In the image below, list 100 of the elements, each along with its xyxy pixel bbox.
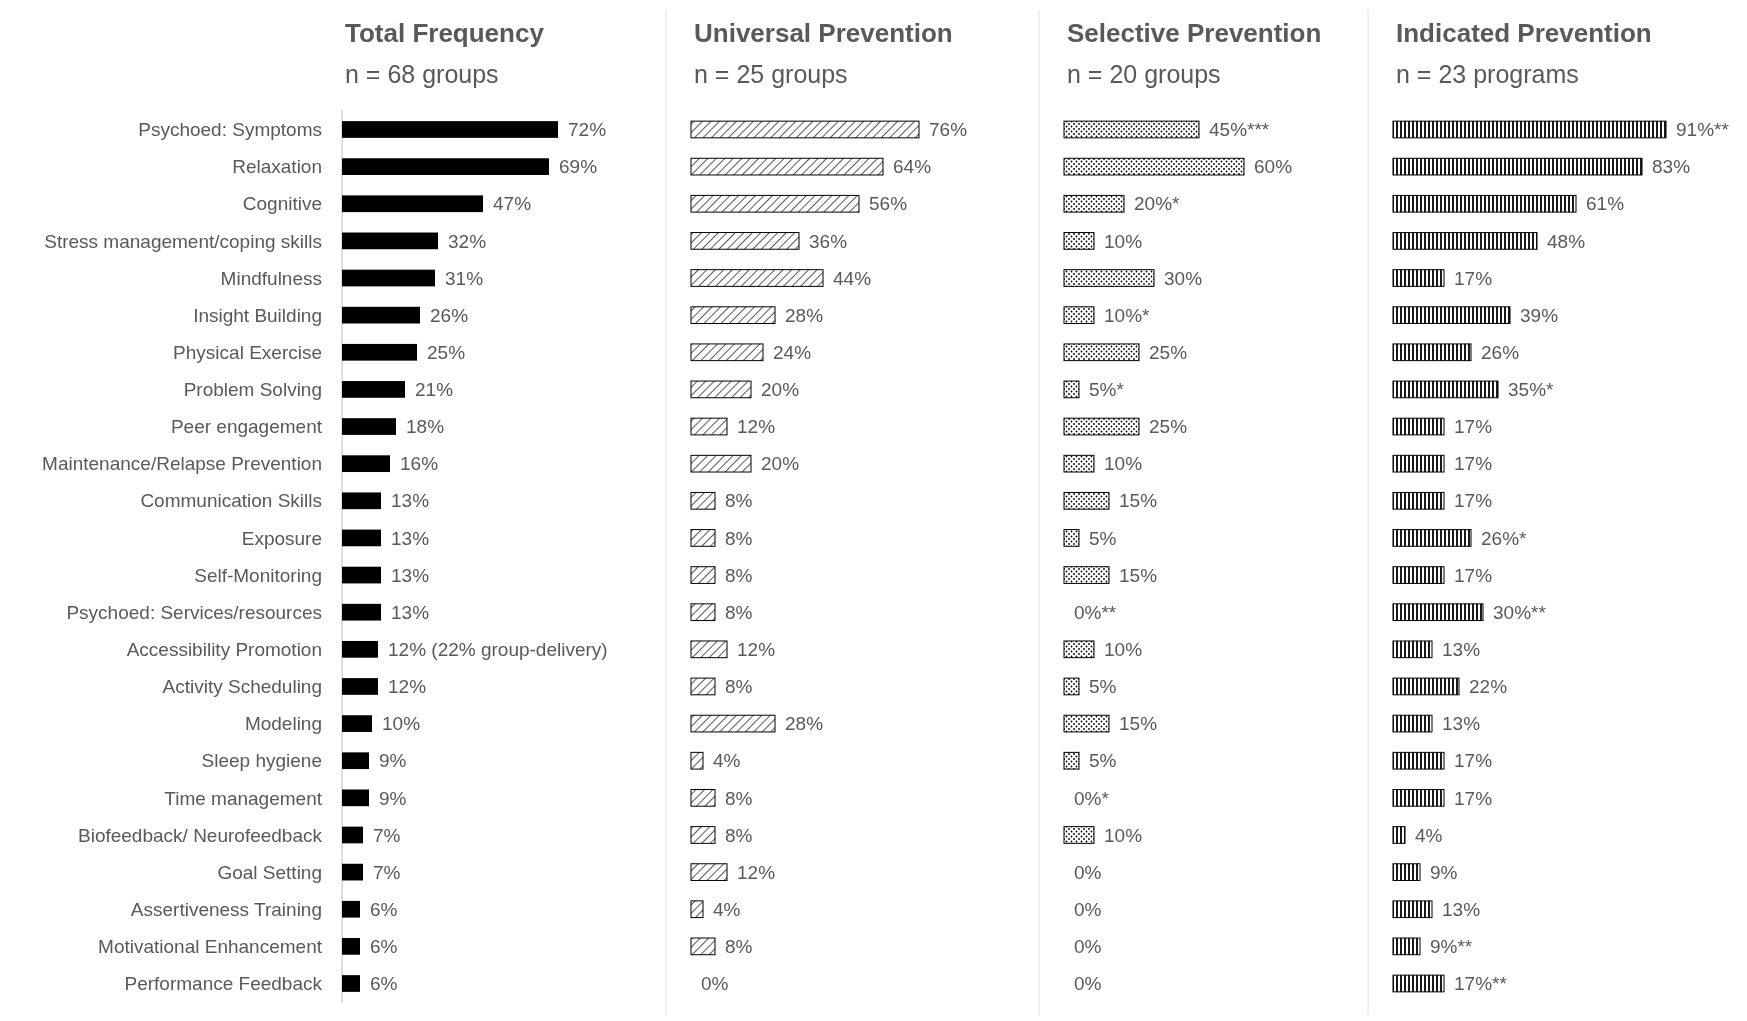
data-label: 56% bbox=[869, 193, 908, 215]
y-tick-label: Time management bbox=[164, 787, 323, 809]
data-label: 28% bbox=[785, 713, 824, 735]
data-label: 48% bbox=[1547, 230, 1586, 252]
bar bbox=[690, 120, 920, 139]
data-label: 60% bbox=[1254, 156, 1293, 178]
data-label: 8% bbox=[725, 490, 753, 512]
data-label: 31% bbox=[445, 267, 484, 289]
data-label: 9% bbox=[1430, 861, 1458, 883]
y-tick-label: Psychoed: Services/resources bbox=[66, 601, 322, 623]
bar bbox=[1392, 900, 1433, 919]
bar bbox=[1392, 863, 1421, 881]
data-label: 25% bbox=[1149, 341, 1188, 363]
data-label: 5% bbox=[1089, 750, 1117, 772]
bar bbox=[1063, 640, 1095, 659]
bar bbox=[342, 121, 558, 138]
data-label: 16% bbox=[400, 453, 439, 475]
data-label: 83% bbox=[1652, 156, 1691, 178]
data-label: 8% bbox=[725, 601, 753, 623]
bar bbox=[342, 752, 369, 770]
data-label: 8% bbox=[725, 676, 753, 698]
data-label: 17% bbox=[1454, 787, 1493, 809]
data-label: 91%** bbox=[1676, 119, 1730, 141]
chart-title: Selective Prevention bbox=[1067, 18, 1322, 48]
data-label: 6% bbox=[370, 898, 398, 920]
bar bbox=[690, 491, 716, 510]
bar bbox=[690, 529, 716, 547]
bar bbox=[342, 455, 390, 473]
y-tick-label: Problem Solving bbox=[183, 379, 322, 401]
data-label: 12% bbox=[388, 676, 427, 698]
bar bbox=[1063, 269, 1155, 287]
bar bbox=[1392, 826, 1406, 844]
bar bbox=[1063, 677, 1080, 696]
data-label: 13% bbox=[391, 527, 430, 549]
y-tick-label: Self-Monitoring bbox=[194, 564, 322, 586]
y-tick-label: Relaxation bbox=[232, 156, 322, 178]
y-tick-label: Accessibility Promotion bbox=[126, 638, 322, 660]
data-label: 9% bbox=[379, 787, 407, 809]
data-label: 13% bbox=[1442, 898, 1481, 920]
bar bbox=[1392, 157, 1643, 176]
bar bbox=[342, 789, 369, 807]
data-label: 45%*** bbox=[1209, 119, 1270, 141]
data-label: 7% bbox=[373, 824, 401, 846]
bar bbox=[342, 863, 363, 881]
bar bbox=[1392, 566, 1445, 584]
data-label: 10% bbox=[382, 713, 421, 735]
bar bbox=[690, 417, 728, 436]
y-tick-label: Exposure bbox=[241, 527, 322, 549]
data-label: 76% bbox=[929, 119, 968, 141]
bar bbox=[690, 306, 776, 324]
data-label: 13% bbox=[1442, 713, 1481, 735]
data-label: 4% bbox=[1415, 824, 1443, 846]
data-label: 0% bbox=[1074, 861, 1102, 883]
data-label: 20%* bbox=[1134, 193, 1181, 215]
y-tick-label: Stress management/coping skills bbox=[44, 230, 322, 252]
bar bbox=[1063, 751, 1080, 770]
bar bbox=[342, 158, 549, 175]
data-label: 8% bbox=[725, 564, 753, 586]
data-label: 0% bbox=[1074, 936, 1102, 958]
data-label: 6% bbox=[370, 973, 398, 995]
bar bbox=[1063, 529, 1080, 547]
bar bbox=[690, 677, 716, 696]
data-label: 15% bbox=[1119, 490, 1158, 512]
data-label: 5% bbox=[1089, 676, 1117, 698]
y-tick-label: Motivational Enhancement bbox=[98, 936, 323, 958]
data-label: 10% bbox=[1104, 638, 1143, 660]
bar bbox=[690, 863, 728, 881]
data-label: 25% bbox=[1149, 416, 1188, 438]
data-label: 12% (22% group-delivery) bbox=[388, 638, 608, 660]
bar bbox=[1392, 789, 1445, 807]
data-label: 30% bbox=[1164, 267, 1203, 289]
bar bbox=[1392, 937, 1421, 956]
bar bbox=[342, 826, 363, 844]
data-label: 12% bbox=[737, 861, 776, 883]
bar bbox=[1063, 491, 1110, 510]
bar bbox=[1063, 306, 1095, 324]
data-label: 0% bbox=[701, 973, 729, 995]
data-label: 39% bbox=[1520, 304, 1559, 326]
data-label: 4% bbox=[713, 750, 741, 772]
bar bbox=[1392, 714, 1433, 733]
data-label: 13% bbox=[391, 490, 430, 512]
data-label: 13% bbox=[1442, 638, 1481, 660]
bar bbox=[342, 232, 438, 250]
data-label: 4% bbox=[713, 898, 741, 920]
bar bbox=[342, 529, 381, 547]
data-label: 13% bbox=[391, 564, 430, 586]
data-label: 0%** bbox=[1074, 601, 1117, 623]
bar bbox=[342, 306, 420, 324]
bar bbox=[1392, 417, 1445, 436]
data-label: 72% bbox=[568, 119, 607, 141]
data-label: 26% bbox=[1481, 341, 1520, 363]
data-label: 69% bbox=[559, 156, 598, 178]
data-label: 44% bbox=[833, 267, 872, 289]
bar bbox=[1063, 120, 1200, 139]
bar bbox=[1392, 232, 1538, 250]
data-label: 64% bbox=[893, 156, 932, 178]
bar bbox=[690, 232, 800, 250]
bar bbox=[1392, 640, 1433, 659]
bar bbox=[690, 454, 752, 473]
bar bbox=[342, 566, 381, 584]
